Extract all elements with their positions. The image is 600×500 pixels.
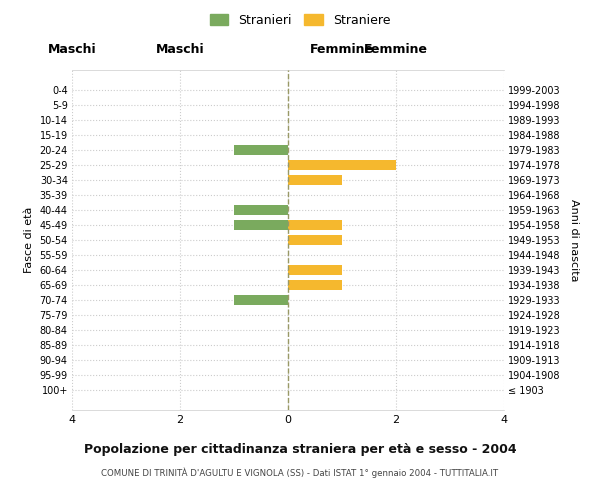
- Text: Femmine: Femmine: [364, 44, 428, 57]
- Bar: [288, 265, 342, 275]
- Bar: [288, 160, 396, 170]
- Text: COMUNE DI TRINITÀ D'AGULTU E VIGNOLA (SS) - Dati ISTAT 1° gennaio 2004 - TUTTITA: COMUNE DI TRINITÀ D'AGULTU E VIGNOLA (SS…: [101, 468, 499, 478]
- Bar: [234, 146, 288, 155]
- Bar: [288, 220, 342, 230]
- Bar: [234, 295, 288, 304]
- Bar: [234, 205, 288, 215]
- Text: Maschi: Maschi: [155, 44, 205, 57]
- Text: Femmine: Femmine: [310, 44, 374, 57]
- Bar: [288, 235, 342, 245]
- Y-axis label: Anni di nascita: Anni di nascita: [569, 198, 579, 281]
- Bar: [288, 280, 342, 290]
- Bar: [288, 176, 342, 185]
- Legend: Stranieri, Straniere: Stranieri, Straniere: [205, 8, 395, 32]
- Y-axis label: Fasce di età: Fasce di età: [24, 207, 34, 273]
- Bar: [234, 220, 288, 230]
- Text: Popolazione per cittadinanza straniera per età e sesso - 2004: Popolazione per cittadinanza straniera p…: [83, 442, 517, 456]
- Text: Maschi: Maschi: [47, 44, 97, 57]
